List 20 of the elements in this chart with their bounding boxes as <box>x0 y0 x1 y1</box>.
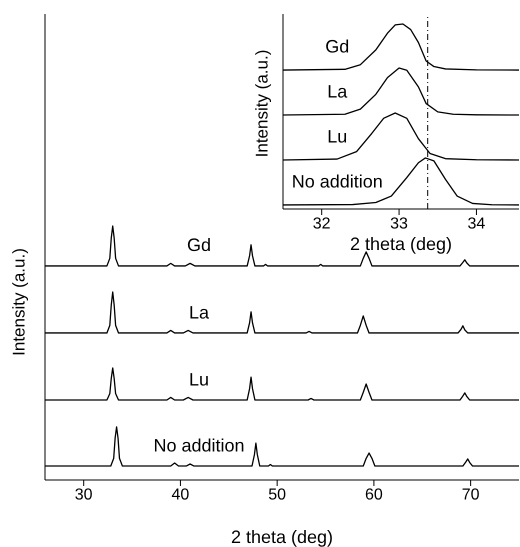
x-axis-title: 2 theta (deg) <box>230 527 334 547</box>
x-tick-label: 40 <box>172 486 190 504</box>
series-label: No addition <box>154 435 245 456</box>
x-tick-label: 34 <box>468 215 486 232</box>
series-label: Lu <box>189 369 210 390</box>
series-label: Gd <box>325 36 350 56</box>
series-label: No addition <box>292 171 383 192</box>
x-tick-label: 33 <box>390 215 408 232</box>
y-axis-title: Intensity (a.u.) <box>252 50 272 158</box>
series-label: La <box>189 302 210 322</box>
x-axis-title: 2 theta (deg) <box>350 234 452 254</box>
x-tick-label: 60 <box>365 486 383 504</box>
x-tick-label: 30 <box>74 486 93 504</box>
x-tick-label: 70 <box>462 486 480 504</box>
series-label: La <box>327 81 348 102</box>
x-tick-label: 50 <box>268 486 286 504</box>
series-label: Lu <box>327 126 348 146</box>
x-tick-label: 32 <box>312 215 331 232</box>
y-axis-title: Intensity (a.u.) <box>10 248 28 356</box>
series-label: Gd <box>187 235 212 256</box>
